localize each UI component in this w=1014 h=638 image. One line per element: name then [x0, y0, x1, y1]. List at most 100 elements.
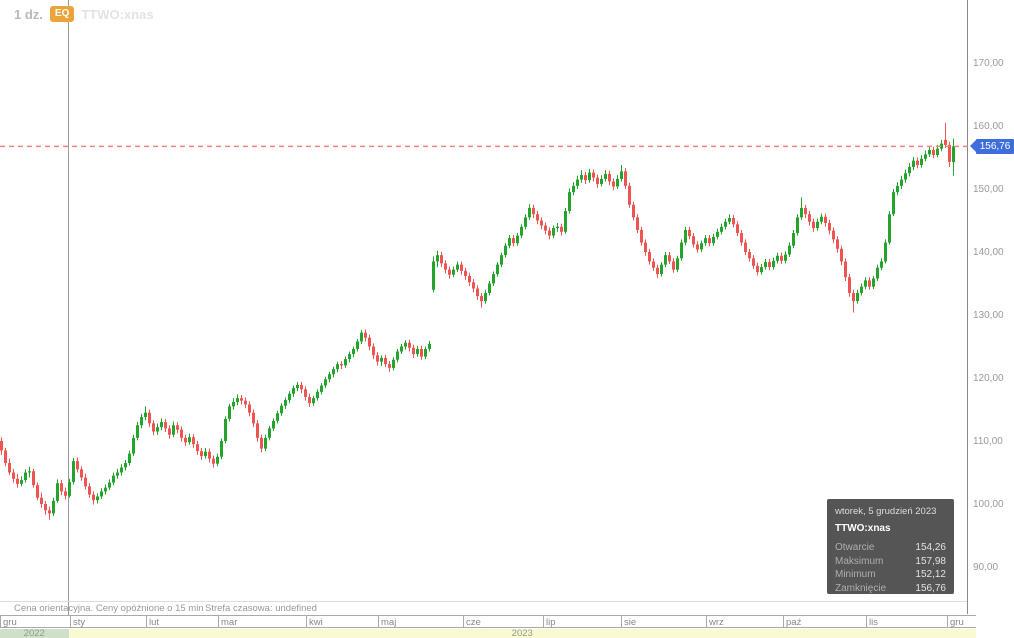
candle-body: [656, 267, 659, 275]
candle-body: [152, 423, 155, 432]
candle-body: [120, 467, 123, 473]
candle-body: [808, 214, 811, 222]
month-label: mar: [221, 617, 238, 628]
tooltip-row-value: 157,98: [915, 555, 946, 567]
candle-body: [200, 451, 203, 457]
candle-body: [396, 351, 399, 360]
month-tick: [866, 616, 867, 628]
candle-body: [804, 207, 807, 215]
candle-body: [784, 254, 787, 261]
month-tick: [621, 616, 622, 628]
candle-body: [896, 185, 899, 193]
candle-body: [248, 404, 251, 413]
candle-body: [460, 264, 463, 271]
candle-body: [780, 255, 783, 261]
candle-body: [556, 226, 559, 229]
candle-body: [52, 500, 55, 514]
candle-body: [932, 149, 935, 155]
month-label: paź: [786, 617, 802, 628]
candlestick-chart-canvas[interactable]: [0, 0, 1014, 615]
candle-body: [288, 393, 291, 401]
candle-body: [324, 379, 327, 386]
price-tick-label: 130,00: [973, 310, 1004, 321]
tooltip-row-value: 152,12: [915, 569, 946, 580]
candle-body: [860, 286, 863, 293]
candle-body: [728, 217, 731, 222]
month-tick: [378, 616, 379, 628]
candle-body: [596, 177, 599, 184]
candle-body: [464, 270, 467, 276]
candle-body: [500, 255, 503, 265]
candle-body: [412, 347, 415, 355]
candle-body: [160, 422, 163, 428]
candle-body: [56, 483, 59, 501]
candle-body: [448, 269, 451, 275]
candle-body: [100, 491, 103, 497]
candle-body: [276, 413, 279, 421]
candle-body: [564, 211, 567, 232]
candle-body: [16, 478, 19, 484]
month-tick: [463, 616, 464, 628]
candle-body: [404, 342, 407, 347]
month-label: lut: [149, 617, 160, 628]
candle-body: [184, 437, 187, 443]
candle-body: [584, 175, 587, 181]
candle-body: [580, 175, 583, 180]
candle-body: [284, 400, 287, 406]
candle-body: [744, 242, 747, 252]
candle-body: [644, 242, 647, 252]
candle-body: [492, 274, 495, 284]
candle-body: [904, 173, 907, 180]
candle-body: [352, 349, 355, 355]
candle-body: [840, 248, 843, 262]
candle-body: [364, 332, 367, 338]
candle-body: [856, 292, 859, 302]
candle-body: [496, 264, 499, 275]
tooltip-row-value: 156,76: [915, 582, 946, 594]
candle-body: [624, 171, 627, 186]
candle-body: [192, 437, 195, 445]
candle-body: [688, 229, 691, 237]
candle-body: [800, 207, 803, 218]
candle-body: [172, 425, 175, 435]
time-axis[interactable]: gru sty lut mar kwi maj cze lip sie wrz paź lis gru: [0, 615, 976, 628]
candle-body: [560, 226, 563, 232]
candle-body: [340, 364, 343, 366]
month-tick: [0, 616, 1, 628]
candle-body: [296, 384, 299, 389]
candle-body: [128, 453, 131, 464]
candle-body: [12, 472, 15, 479]
month-label: sie: [624, 617, 637, 628]
candle-body: [428, 343, 431, 350]
candle-body: [304, 389, 307, 397]
candle-body: [372, 346, 375, 356]
candle-body: [480, 296, 483, 302]
candle-body: [796, 217, 799, 234]
candle-body: [768, 262, 771, 268]
candle-body: [112, 475, 115, 483]
month-tick: [70, 616, 71, 628]
month-label: kwi: [309, 617, 323, 628]
candle-body: [528, 207, 531, 218]
candle-body: [944, 139, 947, 145]
candle-body: [436, 255, 439, 262]
candle-body: [652, 261, 655, 268]
candle-body: [472, 282, 475, 289]
candle-body: [292, 388, 295, 394]
candle-body: [724, 221, 727, 227]
price-tick-label: 110,00: [973, 436, 1003, 447]
candle-body: [772, 260, 775, 268]
price-tick-label: 100,00: [973, 499, 1004, 510]
tooltip-row-label: Maksimum: [835, 555, 884, 567]
candle-body: [204, 451, 207, 457]
candle-body: [0, 441, 3, 451]
price-tick-label: 140,00: [973, 247, 1004, 258]
candle-body: [420, 349, 423, 357]
last-price-tag: 156,76: [970, 138, 1014, 154]
symbol-label: TTWO:xnas: [81, 6, 154, 22]
candle-body: [776, 255, 779, 261]
candle-body: [848, 277, 851, 293]
tooltip-row: Otwarcie 154,26: [835, 541, 946, 555]
candle-body: [732, 217, 735, 225]
candle-body: [884, 242, 887, 262]
